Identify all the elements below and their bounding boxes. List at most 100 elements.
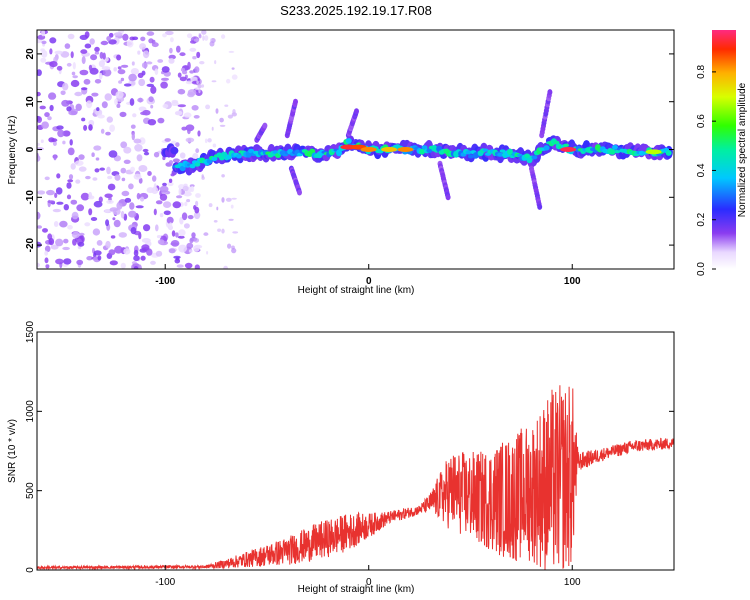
noise-blob [183, 191, 192, 197]
noise-blob [128, 73, 137, 82]
noise-blob [61, 99, 70, 107]
peak-mark [381, 147, 398, 152]
noise-blob [41, 30, 46, 37]
noise-blob [55, 258, 64, 265]
noise-blob [162, 33, 167, 38]
noise-blob [37, 154, 41, 162]
noise-blob [128, 183, 134, 190]
noise-blob [81, 117, 86, 122]
noise-blob [110, 235, 116, 239]
colorbar-label: Normalized spectral amplitude [737, 82, 748, 217]
ridge-inner [467, 154, 474, 159]
colorbar-tick-label: 0.2 [696, 212, 707, 226]
noise-blob [189, 184, 195, 188]
noise-blob [97, 255, 102, 261]
noise-blob [86, 100, 93, 109]
noise-blob [37, 69, 42, 77]
ridge-inner [482, 148, 489, 152]
noise-blob [123, 248, 131, 255]
noise-blob [194, 264, 200, 269]
noise-blob [149, 76, 155, 83]
noise-blob [63, 258, 72, 265]
noise-blob [159, 193, 168, 201]
noise-blob [195, 87, 200, 91]
noise-blob [231, 248, 237, 254]
noise-blob [228, 50, 235, 53]
noise-blob [114, 245, 123, 254]
noise-blob [187, 128, 191, 135]
noise-blob [132, 36, 139, 41]
noise-blob [129, 98, 135, 106]
noise-blob [104, 93, 112, 101]
noise-blob [105, 131, 111, 136]
noise-blob [171, 101, 179, 106]
noise-blob [76, 204, 85, 212]
noise-blob [179, 52, 186, 57]
noise-blob [226, 78, 231, 84]
noise-blob [121, 177, 126, 182]
noise-blob [77, 241, 85, 247]
noise-blob [37, 190, 46, 195]
noise-blob [40, 139, 44, 143]
ridge-inner [194, 162, 201, 167]
noise-blob [71, 231, 80, 239]
noise-blob [70, 163, 76, 170]
noise-blob [195, 193, 201, 198]
noise-blob [190, 186, 195, 192]
noise-blob [78, 154, 85, 160]
noise-blob [194, 66, 200, 73]
noise-blob [98, 196, 103, 203]
noise-blob [193, 211, 201, 220]
noise-blob [150, 85, 157, 94]
noise-blob [100, 128, 105, 134]
noise-blob [155, 250, 163, 257]
noise-blob [169, 47, 173, 54]
noise-blob [118, 232, 128, 238]
noise-blob [131, 132, 135, 141]
noise-blob [164, 30, 174, 36]
noise-blob [98, 72, 103, 80]
ridge-inner [345, 138, 352, 144]
noise-blob [193, 238, 200, 243]
noise-blob [231, 197, 237, 200]
noise-blob [223, 265, 228, 269]
noise-blob [175, 257, 180, 261]
noise-blob [198, 34, 202, 39]
noise-blob [51, 138, 58, 142]
noise-blob [155, 200, 163, 205]
noise-blob [91, 152, 95, 157]
noise-blob [219, 117, 224, 123]
noise-blob [153, 183, 157, 191]
noise-blob [133, 266, 139, 269]
noise-blob [186, 199, 191, 203]
noise-blob [61, 82, 69, 91]
noise-blob [193, 245, 200, 252]
noise-blob [162, 104, 169, 109]
peak-mark [360, 147, 377, 152]
noise-blob [184, 201, 188, 207]
noise-blob [163, 201, 172, 209]
noise-blob [231, 67, 235, 70]
noise-blob [93, 200, 103, 208]
noise-blob [187, 215, 194, 220]
noise-blob [37, 142, 41, 147]
noise-blob [120, 141, 128, 149]
noise-blob [190, 76, 198, 82]
noise-blob [133, 173, 142, 180]
noise-blob [150, 104, 154, 109]
ridge-inner [531, 155, 538, 160]
noise-blob [199, 61, 205, 65]
noise-blob [76, 259, 84, 265]
noise-blob [151, 42, 159, 48]
noise-blob [204, 138, 208, 144]
noise-blob [108, 32, 114, 38]
snr-frame [36, 331, 675, 571]
noise-blob [39, 105, 46, 110]
noise-blob [178, 229, 186, 237]
ridge-inner [189, 164, 196, 169]
noise-blob [157, 117, 165, 124]
noise-blob [106, 116, 114, 123]
ridge-inner [499, 149, 506, 153]
